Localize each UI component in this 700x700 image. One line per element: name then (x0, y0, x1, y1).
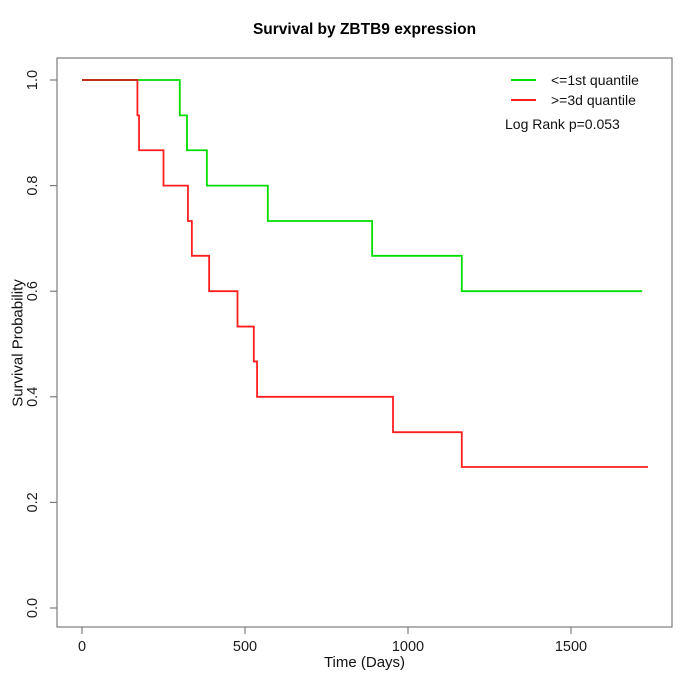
legend-item: <=1st quantile (505, 70, 639, 90)
y-tick-label: 1.0 (25, 70, 41, 90)
log-rank-pvalue: Log Rank p=0.053 (505, 116, 620, 132)
y-axis-label: Survival Probability (9, 279, 27, 407)
legend: <=1st quantile >=3d quantile Log Rank p=… (505, 70, 639, 132)
y-tick-label: 0.4 (25, 387, 41, 407)
chart-title: Survival by ZBTB9 expression (252, 21, 477, 38)
y-tick-label: 0.0 (25, 598, 41, 618)
x-tick-label: 500 (233, 639, 257, 655)
x-tick-label: 1000 (392, 639, 424, 655)
y-tick-label: 0.2 (25, 492, 41, 512)
legend-item: >=3d quantile (505, 90, 639, 110)
legend-line-red (511, 99, 536, 101)
plot-box (56, 57, 673, 628)
x-axis-label: Time (Days) (323, 654, 406, 671)
legend-line-green (511, 79, 536, 81)
km-curve-green (82, 79, 643, 293)
km-curve-red (82, 79, 648, 468)
x-tick-label: 0 (78, 639, 86, 655)
y-tick-label: 0.6 (25, 281, 41, 301)
legend-label: >=3d quantile (551, 92, 636, 108)
y-tick-label: 0.8 (25, 176, 41, 196)
legend-label: <=1st quantile (551, 72, 639, 88)
x-tick-label: 1500 (555, 639, 587, 655)
